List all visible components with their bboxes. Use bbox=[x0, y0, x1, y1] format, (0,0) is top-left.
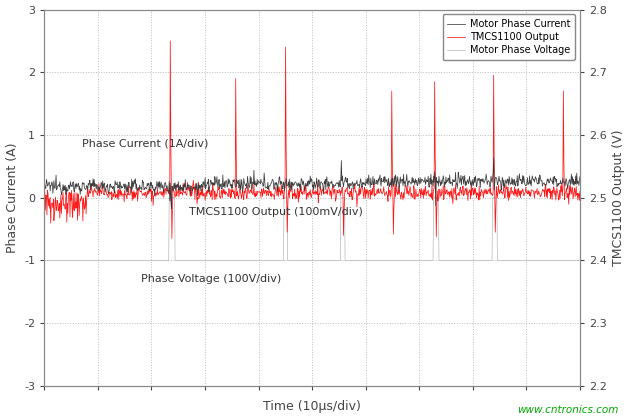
Text: Phase Voltage (100V/div): Phase Voltage (100V/div) bbox=[141, 274, 281, 285]
Y-axis label: Phase Current (A): Phase Current (A) bbox=[6, 142, 18, 253]
Legend: Motor Phase Current, TMCS1100 Output, Motor Phase Voltage: Motor Phase Current, TMCS1100 Output, Mo… bbox=[442, 14, 575, 60]
Text: Phase Current (1A/div): Phase Current (1A/div) bbox=[82, 139, 208, 149]
Text: TMCS1100 Output (100mV/div): TMCS1100 Output (100mV/div) bbox=[189, 207, 363, 217]
Text: www.cntronics.com: www.cntronics.com bbox=[517, 405, 618, 415]
Y-axis label: TMCS1100 Output (V): TMCS1100 Output (V) bbox=[613, 129, 625, 266]
X-axis label: Time (10μs/div): Time (10μs/div) bbox=[263, 401, 361, 414]
